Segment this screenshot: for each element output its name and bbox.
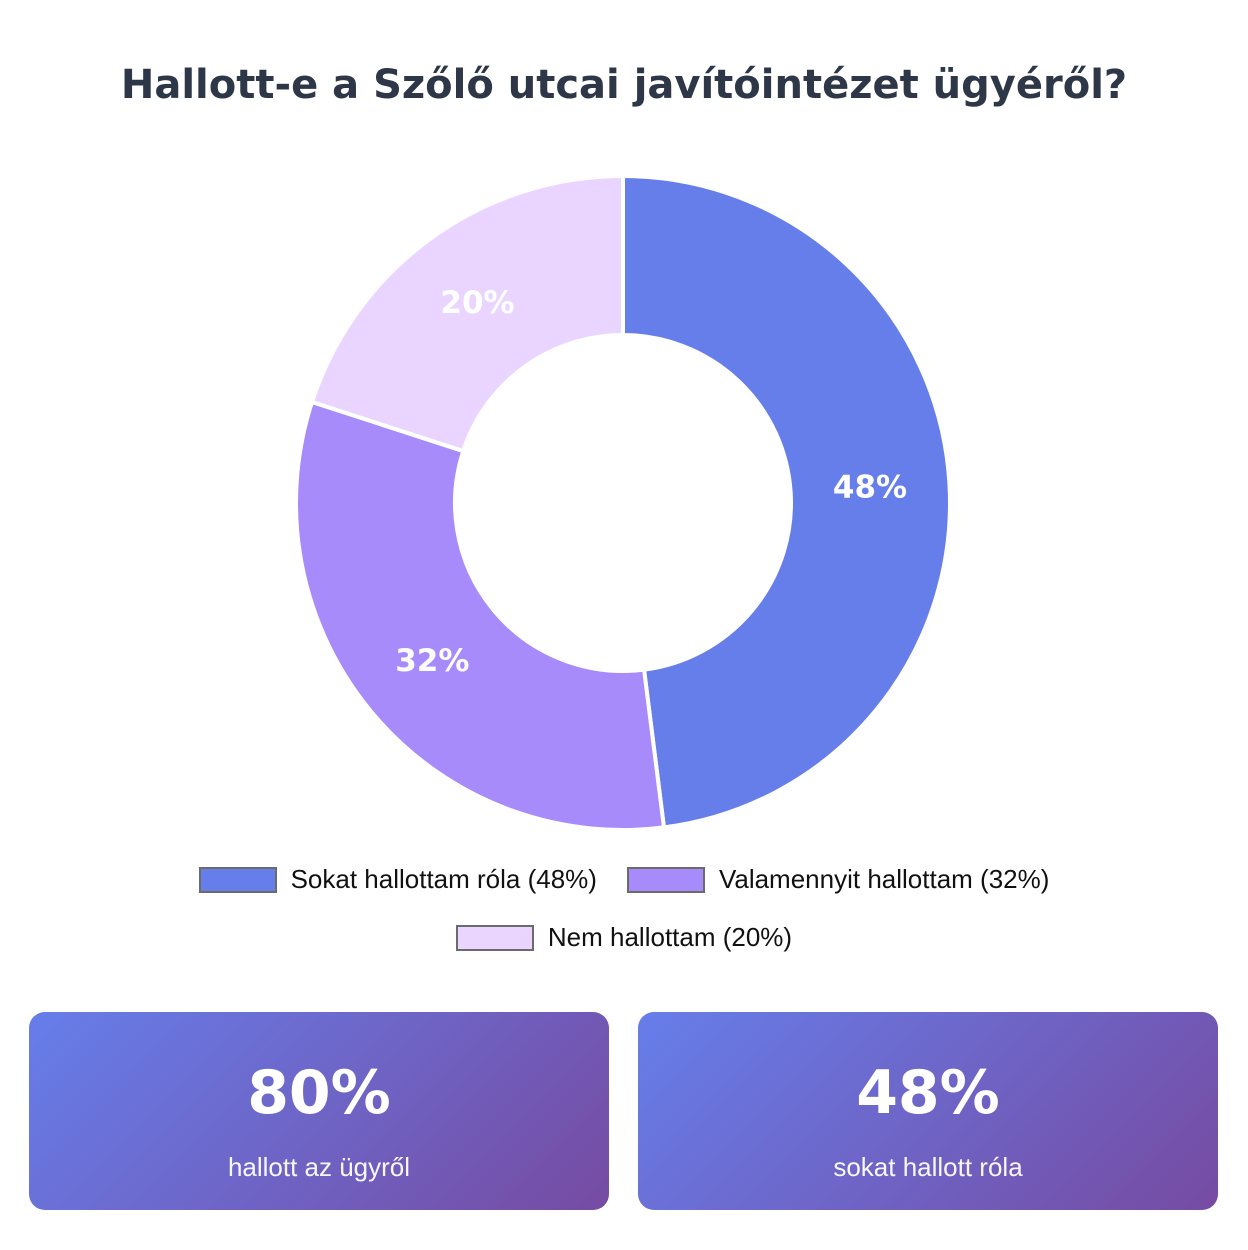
donut-slice-nem[interactable] <box>309 173 625 454</box>
legend-item-nem[interactable]: Nem hallottam (20%) <box>455 922 793 953</box>
legend-swatch-nem <box>455 924 534 951</box>
legend-swatch-valamennyit <box>626 866 705 893</box>
stat-value-heard: 80% <box>247 1058 391 1128</box>
donut-slice-sokat[interactable] <box>621 173 952 830</box>
legend-row-1: Sokat hallottam róla (48%) Valamennyit h… <box>0 864 1248 895</box>
donut-slice-valamennyit[interactable] <box>294 399 667 832</box>
donut-label-sokat: 48% <box>833 469 907 505</box>
legend-label-sokat: Sokat hallottam róla (48%) <box>290 864 597 894</box>
legend-label-valamennyit: Valamennyit hallottam (32%) <box>718 864 1050 894</box>
stat-label-heard-a-lot: sokat hallott róla <box>833 1152 1023 1182</box>
donut-label-valamennyit: 32% <box>395 643 469 679</box>
legend-item-sokat[interactable]: Sokat hallottam róla (48%) <box>198 864 597 895</box>
legend-row-2: Nem hallottam (20%) <box>0 922 1248 953</box>
legend-item-valamennyit[interactable]: Valamennyit hallottam (32%) <box>626 864 1050 895</box>
stat-value-heard-a-lot: 48% <box>856 1058 1000 1128</box>
donut-label-nem: 20% <box>440 285 514 321</box>
stat-label-heard: hallott az ügyről <box>227 1152 411 1182</box>
stat-card-heard-a-lot: 48% sokat hallott róla <box>638 1012 1218 1210</box>
chart-title: Hallott-e a Szőlő utcai javítóintézet üg… <box>120 62 1128 108</box>
legend-label-nem: Nem hallottam (20%) <box>547 922 793 952</box>
legend-swatch-sokat <box>198 866 277 893</box>
stat-card-heard: 80% hallott az ügyről <box>29 1012 609 1210</box>
